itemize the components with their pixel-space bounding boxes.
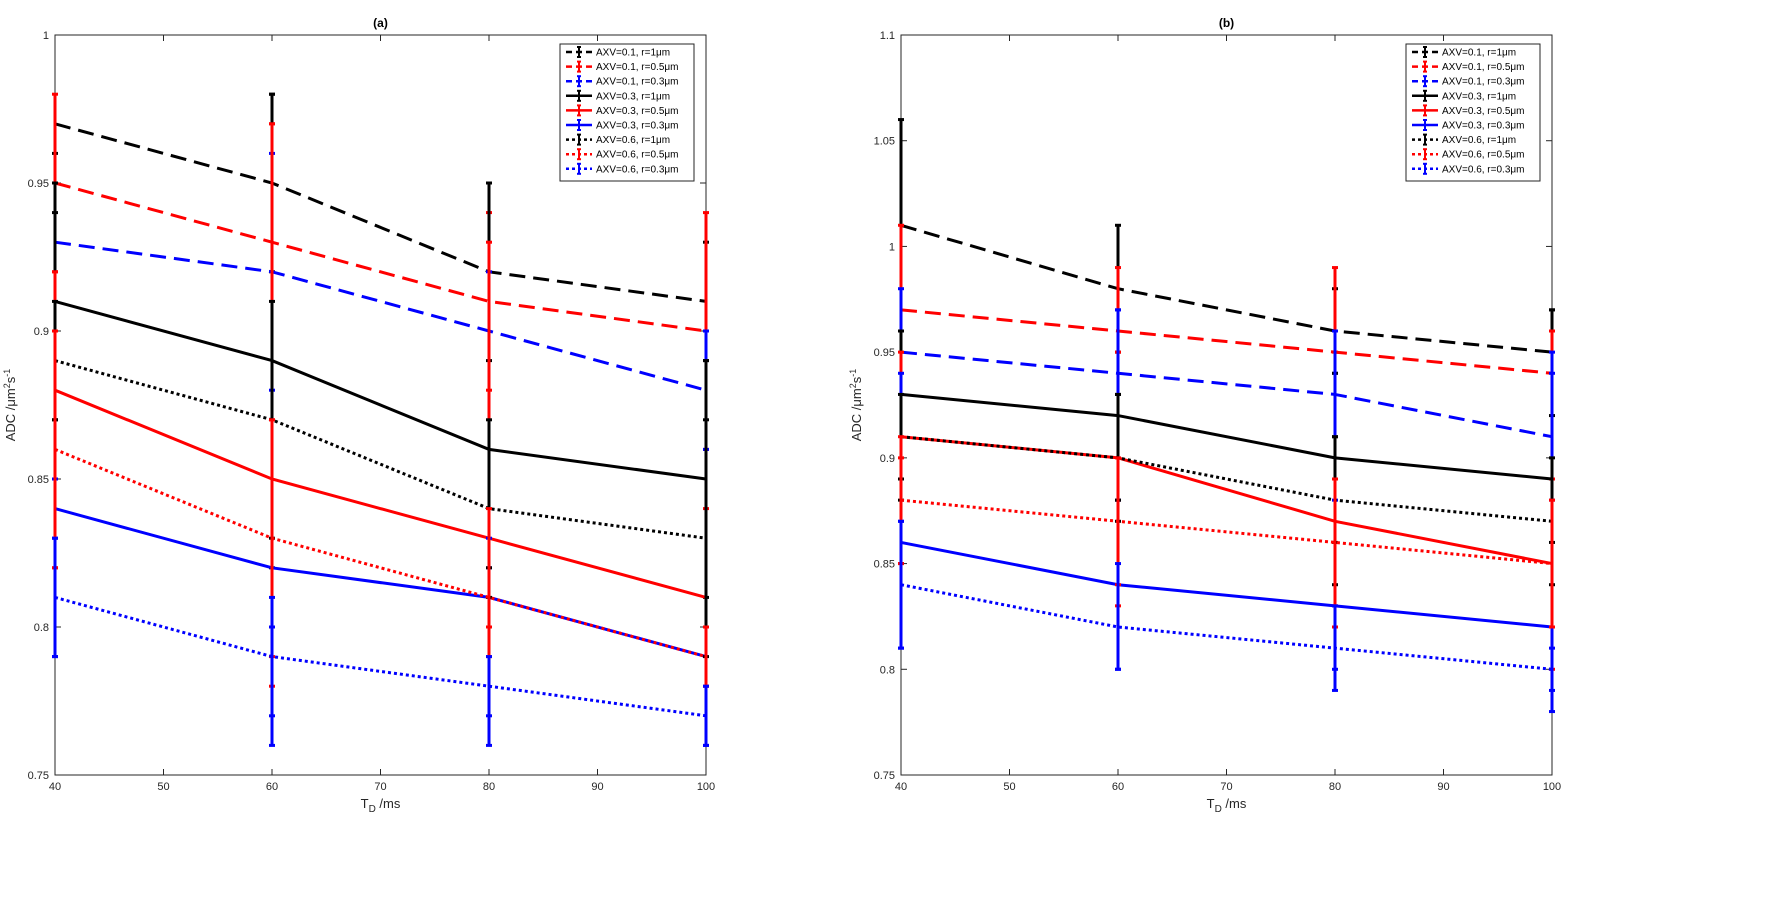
x-tick-label: 40 <box>895 781 907 793</box>
y-axis-label: ADC /μm2s-1 <box>2 369 18 442</box>
y-axis-label: ADC /μm2s-1 <box>848 369 864 442</box>
series-line <box>900 540 1553 629</box>
x-tick-label: 60 <box>266 781 278 793</box>
legend-label: AXV=0.6, r=0.5μm <box>1442 150 1524 161</box>
series-line <box>54 448 707 659</box>
y-tick-label: 0.8 <box>880 664 895 676</box>
legend-label: AXV=0.1, r=0.5μm <box>1442 62 1524 73</box>
y-tick-label: 0.75 <box>28 770 49 782</box>
series-line <box>54 181 707 333</box>
y-label-sup-minus1: -1 <box>848 369 858 377</box>
y-label-mu: μ <box>3 399 18 407</box>
series-line <box>900 498 1553 566</box>
series-line <box>54 388 707 599</box>
x-tick-label: 80 <box>1329 781 1341 793</box>
y-tick-label: 0.95 <box>28 178 49 190</box>
series-line <box>900 435 1553 523</box>
x-tick-label: 80 <box>483 781 495 793</box>
y-tick-label: 1.1 <box>880 30 895 42</box>
legend-label: AXV=0.3, r=0.5μm <box>1442 106 1524 117</box>
chart-panel-b: 40 50 60 70 80 90 100 0.75 0.8 0.85 0.9 0.95 1 1.05 1.… <box>848 16 1561 815</box>
series-line <box>54 299 707 481</box>
x-label-unit: /ms <box>1222 796 1247 811</box>
y-tick-label: 0.8 <box>34 622 49 634</box>
y-label-sup-minus1: -1 <box>2 369 12 377</box>
x-tick-label: 50 <box>157 781 169 793</box>
y-label-m: m <box>849 388 864 399</box>
legend-label: AXV=0.6, r=1μm <box>1442 135 1516 146</box>
y-label-mu: μ <box>849 399 864 407</box>
series-line <box>900 223 1553 354</box>
y-label-m: m <box>3 388 18 399</box>
y-label-s: s <box>3 376 18 383</box>
series-line <box>54 359 707 540</box>
legend-box <box>559 43 695 182</box>
x-label-sub: D <box>369 804 376 815</box>
series-line <box>900 392 1553 481</box>
series-line <box>54 240 707 392</box>
chart-title: (a) <box>373 16 388 30</box>
x-tick-label: 100 <box>1543 781 1561 793</box>
legend-label: AXV=0.6, r=1μm <box>596 135 670 146</box>
y-tick-label: 1 <box>889 241 895 253</box>
x-label-unit: /ms <box>376 796 401 811</box>
legend-label: AXV=0.1, r=0.3μm <box>596 77 678 88</box>
legend-label: AXV=0.3, r=0.3μm <box>1442 121 1524 132</box>
x-label-main: T <box>1207 796 1215 811</box>
legend-label: AXV=0.6, r=0.3μm <box>1442 164 1524 175</box>
x-axis-label: TD /ms <box>1207 796 1247 815</box>
legend-label: AXV=0.3, r=1μm <box>596 91 670 102</box>
x-tick-label: 50 <box>1003 781 1015 793</box>
legend-label: AXV=0.1, r=0.5μm <box>596 62 678 73</box>
y-tick-label: 1 <box>43 30 49 42</box>
x-tick-label: 60 <box>1112 781 1124 793</box>
y-tick-label: 0.9 <box>34 326 49 338</box>
x-tick-label: 90 <box>591 781 603 793</box>
y-label-sup-2: 2 <box>848 383 858 388</box>
x-axis-label: TD /ms <box>361 796 401 815</box>
y-tick-label: 0.85 <box>28 474 49 486</box>
legend-label: AXV=0.6, r=0.5μm <box>596 150 678 161</box>
y-tick-label: 0.9 <box>880 453 895 465</box>
x-label-main: T <box>361 796 369 811</box>
legend-label: AXV=0.1, r=1μm <box>1442 48 1516 59</box>
legend: AXV=0.1, r=1μm AXV=0.1, r=0.5μm AXV=0.1, r… <box>1405 43 1541 182</box>
legend: AXV=0.1, r=1μm AXV=0.1, r=0.5μm AXV=0.1, r… <box>559 43 695 182</box>
series-8 <box>898 519 1555 692</box>
legend-label: AXV=0.3, r=0.3μm <box>596 121 678 132</box>
x-label-sub: D <box>1215 804 1222 815</box>
legend-label: AXV=0.6, r=0.3μm <box>596 164 678 175</box>
x-tick-label: 70 <box>374 781 386 793</box>
y-label-pre: ADC / <box>3 406 18 441</box>
chart-panel-a: 40 50 60 70 80 90 100 0.75 0.8 0.85 0.9 0.95 1 (a) TD … <box>2 16 715 815</box>
y-tick-label: 1.05 <box>874 136 895 148</box>
x-tick-label: 100 <box>697 781 715 793</box>
series-line <box>900 583 1553 671</box>
legend-label: AXV=0.3, r=0.5μm <box>596 106 678 117</box>
series-line <box>54 595 707 718</box>
legend-box <box>1405 43 1541 182</box>
x-tick-label: 90 <box>1437 781 1449 793</box>
y-tick-label: 0.85 <box>874 559 895 571</box>
x-tick-label: 70 <box>1220 781 1232 793</box>
legend-label: AXV=0.1, r=0.3μm <box>1442 77 1524 88</box>
series-8 <box>52 536 709 747</box>
y-tick-label: 0.95 <box>874 347 895 359</box>
y-tick-label: 0.75 <box>874 770 895 782</box>
chart-title: (b) <box>1219 16 1234 30</box>
x-tick-label: 40 <box>49 781 61 793</box>
series-line <box>900 308 1553 375</box>
y-label-sup-2: 2 <box>2 383 12 388</box>
series-line <box>54 122 707 303</box>
y-label-s: s <box>849 376 864 383</box>
legend-label: AXV=0.1, r=1μm <box>596 48 670 59</box>
series-7 <box>898 435 1555 629</box>
legend-label: AXV=0.3, r=1μm <box>1442 91 1516 102</box>
y-label-pre: ADC / <box>849 406 864 441</box>
series-line <box>900 350 1553 439</box>
